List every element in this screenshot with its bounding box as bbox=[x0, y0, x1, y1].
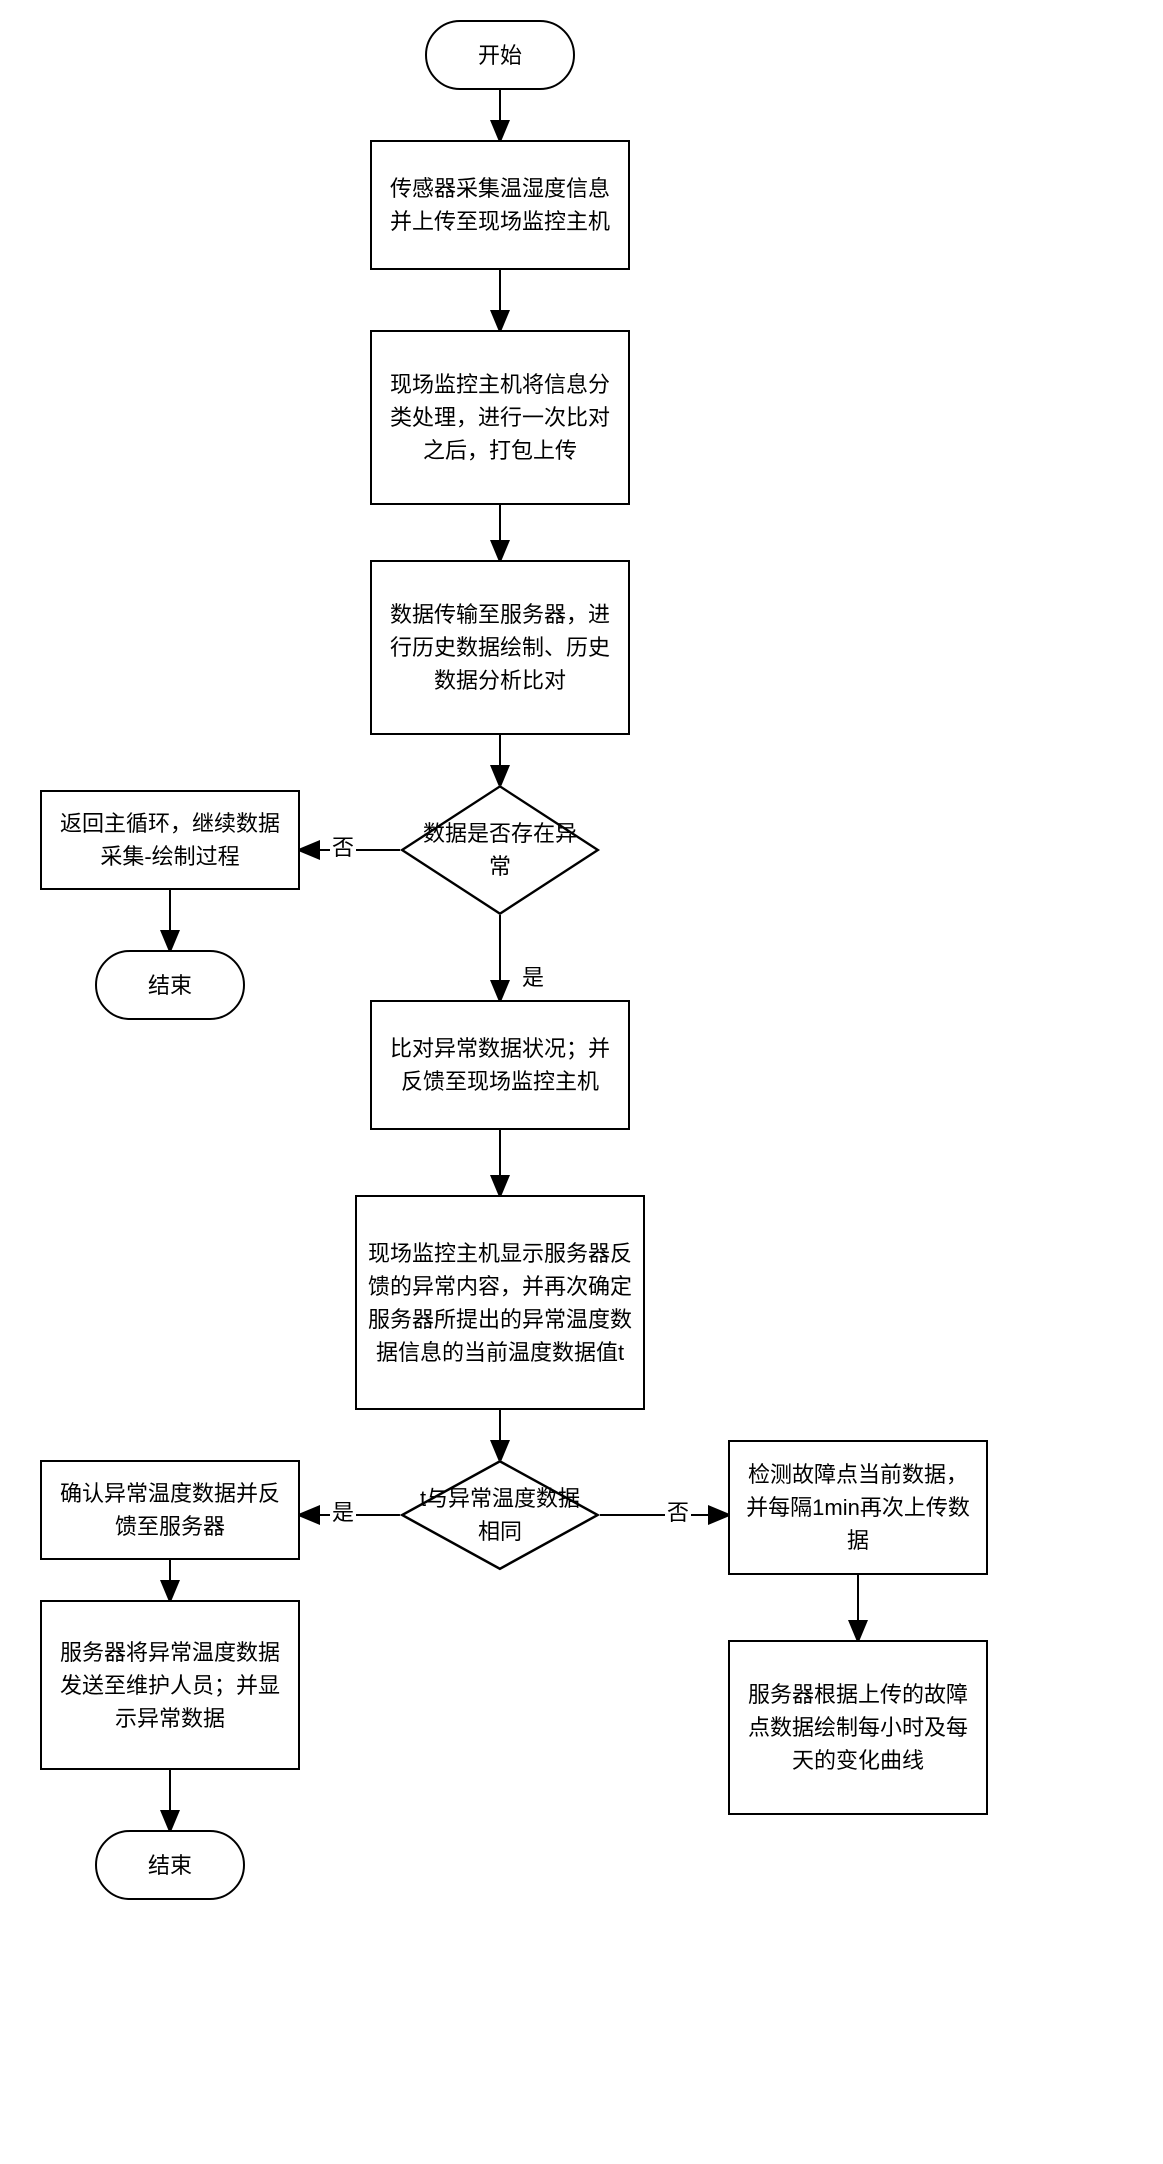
node-d1: 数据是否存在异常 bbox=[400, 785, 600, 915]
node-end2: 结束 bbox=[95, 1830, 245, 1900]
node-left1: 确认异常温度数据并反馈至服务器 bbox=[40, 1460, 300, 1560]
node-p1: 传感器采集温湿度信息并上传至现场监控主机 bbox=[370, 140, 630, 270]
edge-label-d2-left1: 是 bbox=[330, 1495, 356, 1527]
node-end1: 结束 bbox=[95, 950, 245, 1020]
node-p3: 数据传输至服务器，进行历史数据绘制、历史数据分析比对 bbox=[370, 560, 630, 735]
flowchart-canvas: 开始传感器采集温湿度信息并上传至现场监控主机现场监控主机将信息分类处理，进行一次… bbox=[0, 0, 1163, 2164]
edge-label-d1-loop: 否 bbox=[330, 830, 356, 862]
edge-label-d2-right1: 否 bbox=[665, 1495, 691, 1527]
node-d1-label: 数据是否存在异常 bbox=[400, 785, 600, 915]
node-d2: t与异常温度数据相同 bbox=[400, 1460, 600, 1570]
node-p2: 现场监控主机将信息分类处理，进行一次比对之后，打包上传 bbox=[370, 330, 630, 505]
node-p4: 比对异常数据状况；并反馈至现场监控主机 bbox=[370, 1000, 630, 1130]
node-right2: 服务器根据上传的故障点数据绘制每小时及每天的变化曲线 bbox=[728, 1640, 988, 1815]
node-loop: 返回主循环，继续数据采集-绘制过程 bbox=[40, 790, 300, 890]
node-d2-label: t与异常温度数据相同 bbox=[400, 1460, 600, 1570]
node-start: 开始 bbox=[425, 20, 575, 90]
node-p5: 现场监控主机显示服务器反馈的异常内容，并再次确定服务器所提出的异常温度数据信息的… bbox=[355, 1195, 645, 1410]
edge-label-d1-p4: 是 bbox=[520, 960, 546, 992]
node-right1: 检测故障点当前数据，并每隔1min再次上传数据 bbox=[728, 1440, 988, 1575]
node-left2: 服务器将异常温度数据发送至维护人员；并显示异常数据 bbox=[40, 1600, 300, 1770]
